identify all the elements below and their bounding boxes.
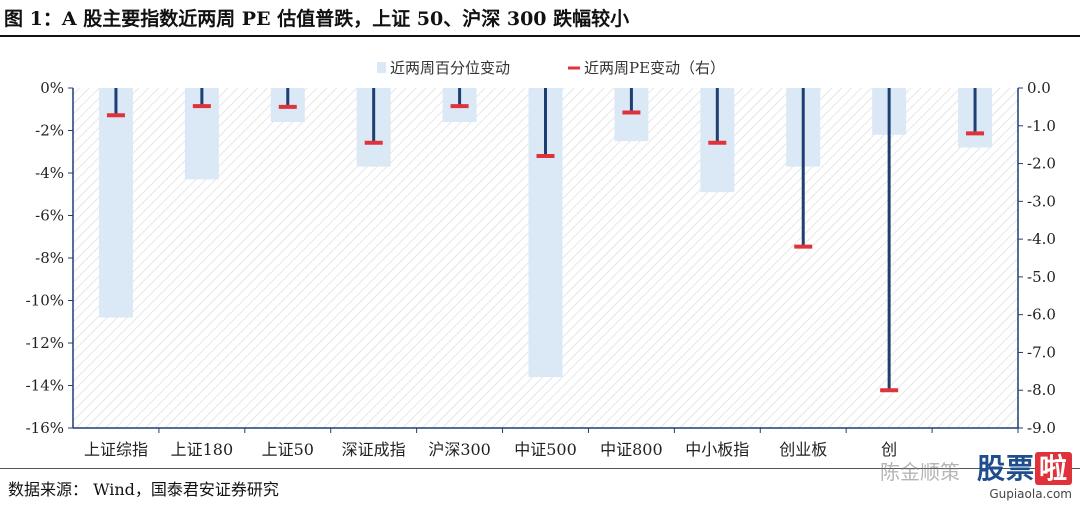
legend-label-pe: 近两周PE变动（右）	[584, 59, 725, 77]
x-tick-label: 沪深300	[428, 440, 491, 459]
legend: 近两周百分位变动 近两周PE变动（右）	[377, 59, 725, 77]
x-tick-label: 中证500	[514, 440, 577, 459]
y-right-tick-label: -7.0	[1027, 343, 1056, 361]
axes: 0% -2% -4% -6% -8% -10% -12% -14% -16% 0.0 -1.0 -2.…	[26, 79, 1056, 459]
y-left-tick-label: -8%	[35, 249, 64, 267]
y-right-tick-label: -6.0	[1027, 306, 1056, 324]
y-right-tick-label: -9.0	[1027, 419, 1056, 437]
figure-title: 图 1：A 股主要指数近两周 PE 估值普跌，上证 50、沪深 300 跌幅较小	[4, 8, 630, 30]
y-left-tick-label: -2%	[35, 122, 64, 140]
legend-swatch-bar	[377, 62, 386, 73]
bottom-rule	[0, 468, 1080, 469]
x-tick-label: 上证综指	[84, 440, 148, 459]
watermark-overlay: 陈金顺策	[880, 460, 960, 484]
y-left-tick-label: -12%	[26, 334, 64, 352]
y-right-tick-label: -5.0	[1027, 268, 1056, 286]
y-left-tick-label: -4%	[35, 164, 64, 182]
x-tick-label: 上证180	[171, 440, 234, 459]
y-left-tick-label: 0%	[40, 79, 64, 97]
bar	[98, 88, 133, 318]
x-tick-label: 创	[881, 440, 897, 459]
y-right-tick-label: -1.0	[1027, 117, 1056, 135]
y-right-tick-label: -2.0	[1027, 155, 1056, 173]
y-left-tick-label: -16%	[26, 419, 64, 437]
y-left-tick-label: -14%	[26, 377, 64, 395]
title-rule	[0, 35, 1080, 37]
y-right-tick-label: 0.0	[1027, 79, 1051, 97]
watermark-logo: 股票啦 Gupiaola.com	[976, 452, 1072, 501]
x-tick-label: 上证50	[262, 440, 314, 459]
y-left-tick-label: -6%	[35, 207, 64, 225]
y-right-tick-label: -8.0	[1027, 381, 1056, 399]
source-note: 数据来源： Wind，国泰君安证券研究	[8, 480, 279, 499]
y-right-tick-label: -3.0	[1027, 192, 1056, 210]
x-tick-label: 创业板	[779, 440, 827, 459]
y-left-tick-label: -10%	[26, 292, 64, 310]
x-tick-label: 中小板指	[685, 440, 749, 459]
y-right-tick-label: -4.0	[1027, 230, 1056, 248]
pe-change-series	[106, 88, 985, 393]
x-tick-label: 中证800	[600, 440, 663, 459]
x-tick-label: 深证成指	[342, 440, 406, 459]
legend-label-bar: 近两周百分位变动	[390, 59, 510, 77]
chart-canvas: 近两周百分位变动 近两周PE变动（右） 0% -2% -4% -6% -8% -10% -12…	[26, 59, 1056, 459]
